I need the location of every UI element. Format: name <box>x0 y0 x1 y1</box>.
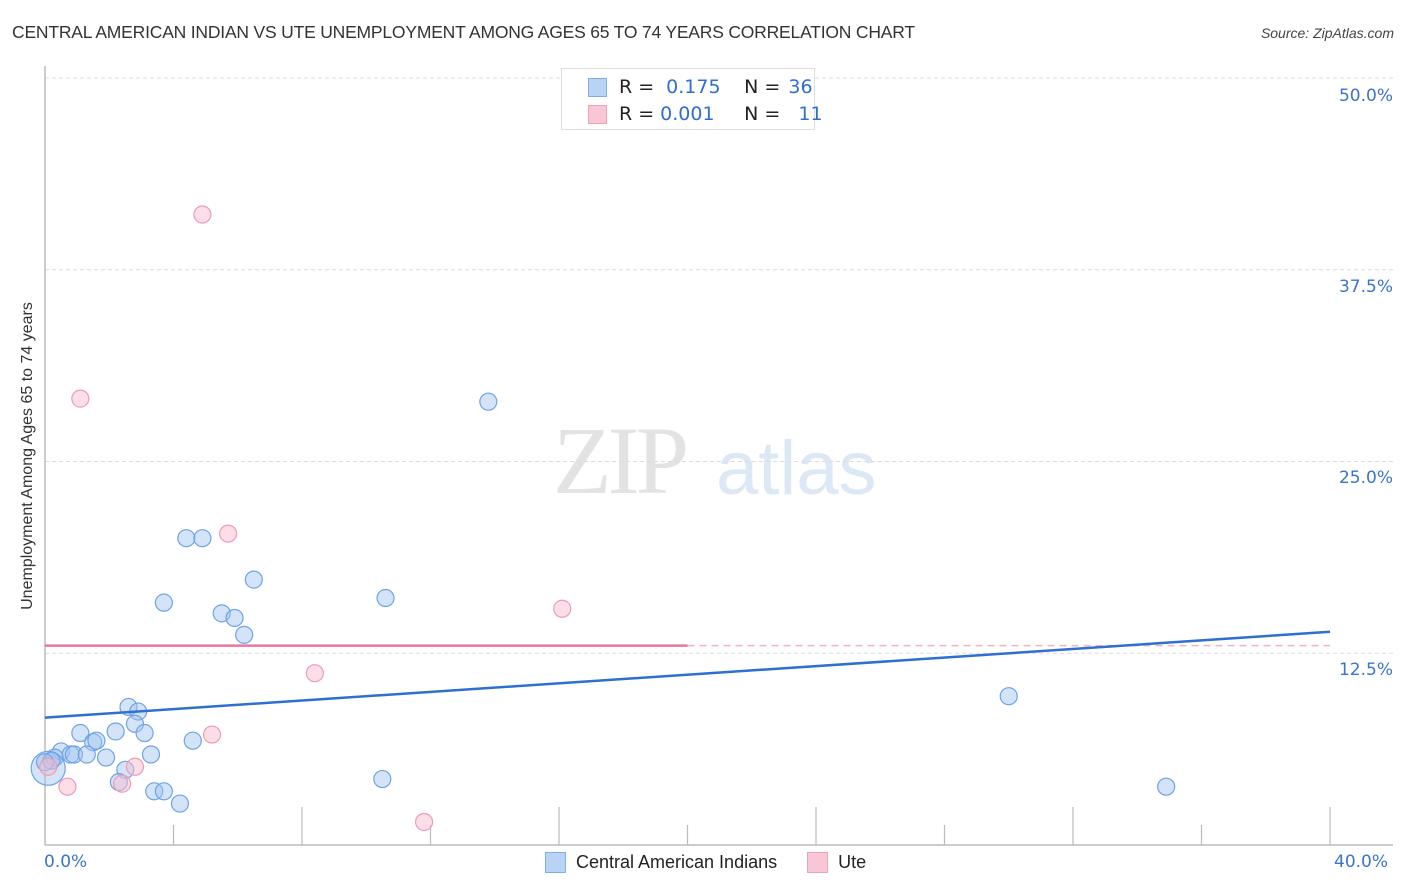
data-point <box>170 794 190 813</box>
chart-title: CENTRAL AMERICAN INDIAN VS UTE UNEMPLOYM… <box>12 22 915 42</box>
data-point <box>235 625 254 644</box>
data-point <box>225 608 244 628</box>
data-point <box>71 389 90 408</box>
data-point <box>64 745 84 764</box>
y-tick-25: 25.0% <box>1338 468 1393 488</box>
y-tick-37-5: 37.5% <box>1338 277 1393 297</box>
data-point <box>39 757 58 776</box>
data-point <box>1157 777 1176 796</box>
series-ute <box>39 205 572 832</box>
data-point <box>193 529 212 548</box>
data-point <box>219 524 238 543</box>
data-point <box>154 782 173 801</box>
data-point <box>141 745 161 764</box>
r-label: R = <box>619 76 655 98</box>
blue-swatch-icon <box>545 852 566 873</box>
axes <box>44 66 1393 846</box>
data-point <box>305 664 324 683</box>
data-point <box>125 714 145 733</box>
data-point <box>106 722 125 741</box>
y-axis-label: Unemployment Among Ages 65 to 74 years <box>19 302 36 610</box>
data-point <box>414 812 434 832</box>
data-point <box>96 748 116 767</box>
data-point <box>177 529 196 548</box>
x-tick-0: 0.0% <box>44 852 88 872</box>
data-point <box>154 593 173 612</box>
r-value: 0.001 <box>660 103 715 125</box>
data-point <box>77 745 96 764</box>
data-point <box>193 205 212 224</box>
legend-row-ute: R = 0.001 N = 11 <box>588 102 823 126</box>
data-point <box>112 774 132 793</box>
r-value: 0.175 <box>666 76 721 98</box>
data-point <box>999 687 1018 706</box>
pink-swatch-icon <box>588 104 607 124</box>
gridlines <box>45 77 1393 654</box>
legend-label: Ute <box>838 852 867 872</box>
n-label: N = <box>744 76 781 98</box>
blue-swatch-icon <box>588 77 607 97</box>
data-point <box>479 392 498 411</box>
series-legend: Central American Indians Ute <box>545 852 896 873</box>
correlation-legend: R = 0.175 N = 36 R = 0.001 N = 11 <box>561 68 823 130</box>
data-point <box>373 769 392 789</box>
data-point <box>376 588 395 608</box>
pink-swatch-icon <box>807 852 829 873</box>
data-point <box>145 782 164 801</box>
data-point <box>183 731 202 750</box>
n-value: 36 <box>788 76 813 98</box>
n-value: 11 <box>798 103 823 125</box>
legend-label: Central American Indians <box>576 852 778 872</box>
y-tick-50: 50.0% <box>1338 86 1393 106</box>
legend-item-central-american-indians[interactable]: Central American Indians <box>545 852 777 873</box>
data-point <box>244 570 263 589</box>
data-point <box>87 731 106 750</box>
legend-item-ute[interactable]: Ute <box>807 852 866 873</box>
x-tick-40: 40.0% <box>1334 852 1389 872</box>
data-point <box>553 599 572 618</box>
data-point <box>202 725 222 744</box>
watermark-zip: ZIP <box>553 407 689 514</box>
data-point <box>125 757 145 776</box>
data-point <box>71 723 90 743</box>
data-point <box>135 723 154 743</box>
trend-lines <box>44 630 1331 719</box>
series-central-american-indians <box>30 392 1176 813</box>
data-point <box>58 777 77 796</box>
legend-row-central-american-indians: R = 0.175 N = 36 <box>588 75 813 99</box>
watermark-atlas: atlas <box>716 426 877 511</box>
r-label: R = <box>619 103 655 125</box>
y-tick-12-5: 12.5% <box>1338 660 1393 680</box>
n-label: N = <box>744 103 781 125</box>
source-label: Source: ZipAtlas.com <box>1260 25 1394 41</box>
